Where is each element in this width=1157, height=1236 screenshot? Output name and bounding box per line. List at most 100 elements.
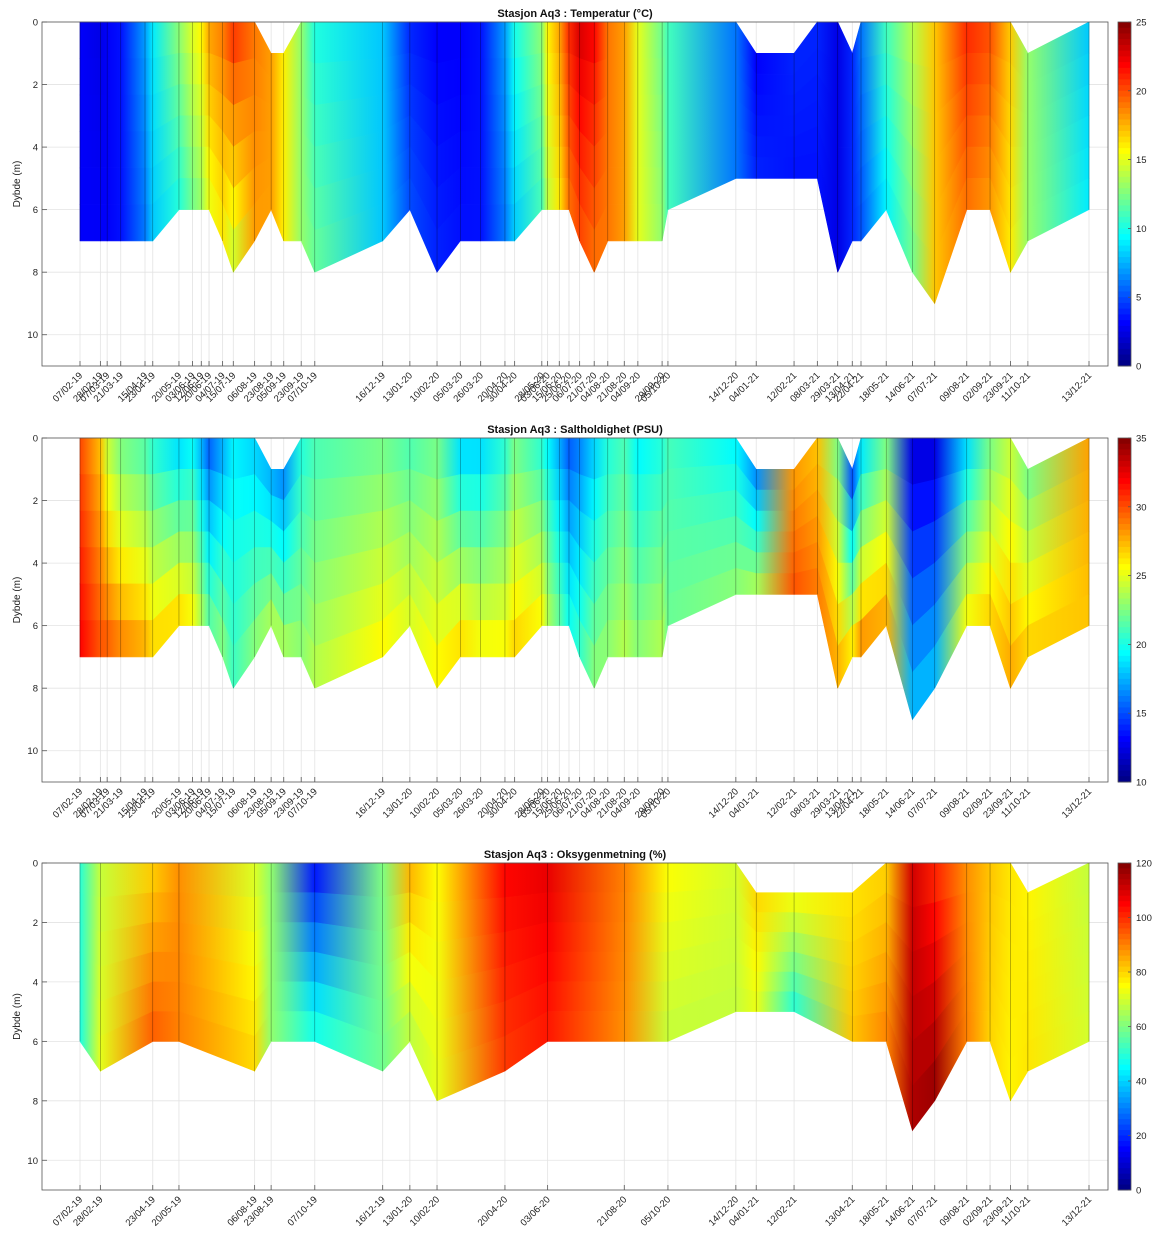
- contour-cell: [966, 1011, 991, 1042]
- contour-cell: [755, 52, 795, 75]
- contour-cell: [106, 583, 121, 621]
- x-tick-label: 03/06-20: [518, 1194, 552, 1228]
- contour-cell: [541, 146, 548, 179]
- chart-panel-2: 0 2 4 6 8 10 Dybde (m) 07/02-1928/02-1907/03-19…: [12, 424, 1147, 821]
- contour-cell: [106, 510, 121, 548]
- contour-cell: [436, 862, 506, 903]
- y-tick-label: 6: [33, 1037, 38, 1048]
- colorbar-tick-label: 5: [1136, 293, 1141, 304]
- contour-cell: [504, 862, 548, 899]
- contour-cell: [623, 620, 639, 658]
- contour-cell: [459, 204, 482, 242]
- contour-cell: [201, 52, 210, 85]
- contour-cell: [541, 52, 548, 85]
- x-tick-label: 13/12-21: [1060, 370, 1094, 404]
- contour-cell: [152, 437, 180, 475]
- contour-cell: [459, 547, 482, 585]
- contour-cell: [192, 594, 202, 626]
- contour-cell: [1027, 1011, 1090, 1072]
- contour-cell: [504, 510, 515, 548]
- contour-cell: [283, 619, 302, 658]
- contour-cell: [755, 991, 795, 1012]
- contour-cell: [623, 474, 639, 512]
- contour-cell: [100, 58, 108, 96]
- contour-cell: [300, 21, 316, 65]
- x-tick-label: 20/04-20: [476, 1194, 510, 1228]
- contour-cell: [755, 468, 795, 491]
- contour-cell: [755, 951, 795, 973]
- contour-cell: [607, 167, 625, 205]
- contour-cell: [504, 437, 515, 475]
- x-axis: 07/02-1928/02-1907/03-1921/03-1915/04-19…: [51, 777, 1094, 821]
- y-tick-label: 10: [27, 746, 38, 757]
- contour-cell: [79, 620, 101, 658]
- contour-cell: [208, 21, 223, 59]
- contour-cell: [558, 178, 570, 210]
- contour-cell: [192, 21, 202, 54]
- contour-cell: [579, 21, 595, 65]
- contour-cell: [480, 131, 506, 169]
- contour-cell: [966, 178, 991, 210]
- contour-cell: [120, 583, 146, 621]
- contour-cell: [222, 21, 234, 65]
- y-tick-label: 8: [33, 268, 38, 279]
- contour-cell: [480, 583, 506, 621]
- contour-cell: [607, 131, 625, 169]
- contour-cell: [120, 94, 146, 132]
- contour-cell: [201, 531, 210, 564]
- contour-cell: [79, 437, 101, 475]
- contour-cell: [966, 500, 991, 533]
- y-tick-label: 0: [33, 434, 38, 445]
- contour-cell: [79, 547, 101, 585]
- contour-cell: [178, 562, 193, 595]
- contour-cell: [547, 1011, 625, 1042]
- y-tick-label: 4: [33, 143, 38, 154]
- contour-cell: [314, 862, 384, 899]
- contour-cell: [607, 58, 625, 96]
- contour-lines: [79, 438, 1090, 720]
- contour-cell: [480, 204, 506, 242]
- contour-cell: [504, 620, 515, 658]
- y-tick-label: 4: [33, 977, 38, 988]
- y-tick-label: 8: [33, 1096, 38, 1107]
- chart-title: Stasjon Aq3 : Oksygenmetning (%): [484, 849, 667, 861]
- contour-cell: [201, 500, 210, 533]
- contour-cell: [79, 58, 101, 96]
- colorbar-tick-label: 20: [1136, 86, 1147, 97]
- contour-cell: [966, 146, 991, 179]
- contour-cell: [637, 167, 663, 205]
- contour-cell: [144, 204, 154, 242]
- contour-cell: [100, 620, 108, 658]
- contour-cell: [178, 468, 193, 501]
- contour-cell: [201, 115, 210, 148]
- contour-cell: [547, 21, 560, 54]
- contour-cell: [547, 500, 560, 533]
- colorbar-tick-label: 10: [1136, 224, 1147, 235]
- contour-cell: [637, 204, 663, 242]
- contour-cell: [480, 94, 506, 132]
- contour-cell: [607, 437, 625, 475]
- x-tick-label: 12/02-21: [765, 1194, 799, 1228]
- contour-cell: [966, 437, 991, 470]
- contour-cell: [541, 500, 548, 533]
- contour-cell: [120, 58, 146, 96]
- contour-cell: [459, 474, 482, 512]
- axes-frame: [41, 862, 1109, 1191]
- contour-cell: [106, 94, 121, 132]
- contour-cell: [233, 437, 255, 481]
- contour-cell: [547, 981, 625, 1012]
- contour-cell: [558, 115, 570, 148]
- contour-cell: [568, 21, 580, 59]
- contour-cell: [541, 531, 548, 564]
- contour-cell: [100, 131, 108, 169]
- y-tick-label: 6: [33, 205, 38, 216]
- contour-cell: [547, 52, 560, 85]
- contour-cell: [547, 84, 560, 117]
- contour-cell: [459, 167, 482, 205]
- contour-cell: [547, 531, 560, 564]
- contour-cell: [152, 21, 180, 59]
- contour-cell: [79, 21, 101, 59]
- contour-cell: [607, 94, 625, 132]
